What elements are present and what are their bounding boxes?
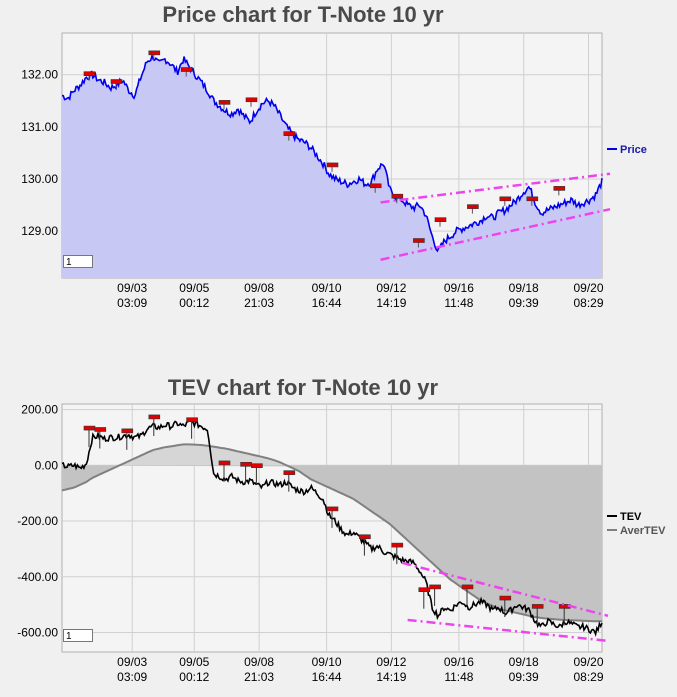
tev-marker <box>461 584 474 590</box>
price-marker <box>499 196 512 202</box>
price-trend-channel <box>380 172 611 261</box>
x-tick-time: 11:48 <box>444 670 473 684</box>
price-line <box>61 52 603 253</box>
price-marker <box>413 238 425 243</box>
x-tick-time: 11:48 <box>444 296 473 310</box>
avertev-legend-label: AverTEV <box>620 525 666 537</box>
x-tick-time: 00:12 <box>179 296 209 310</box>
x-tick-time: 09:39 <box>509 670 539 684</box>
price-marker <box>110 79 123 84</box>
price-marker <box>148 50 161 56</box>
tev-zoom-input[interactable]: 1 <box>63 629 93 642</box>
price-marker <box>283 131 296 136</box>
x-tick-time: 14:19 <box>376 670 406 684</box>
tev-marker <box>240 462 252 467</box>
x-tick-date: 09/10 <box>312 655 342 669</box>
price-marker <box>553 186 566 191</box>
tev-marker <box>531 604 544 609</box>
x-tick-date: 09/03 <box>117 281 147 295</box>
y-tick-label: -200.00 <box>17 514 58 528</box>
x-tick-date: 09/03 <box>117 655 147 669</box>
y-tick-label: -400.00 <box>17 570 58 584</box>
y-tick-label: 129.00 <box>21 224 58 238</box>
x-tick-time: 14:19 <box>376 296 406 310</box>
price-marker <box>245 97 258 103</box>
price-trend-lower <box>380 207 611 261</box>
price-y-ticks: 129.00 130.00 131.00 132.00 <box>21 68 58 238</box>
tev-legend-label: TEV <box>620 511 642 523</box>
price-area-fill <box>62 55 602 278</box>
x-tick-date: 09/12 <box>376 281 406 295</box>
tev-marker <box>283 470 296 475</box>
x-tick-time: 09:39 <box>509 296 539 310</box>
x-tick-date: 09/05 <box>179 281 209 295</box>
tev-marker <box>218 460 231 466</box>
tev-markers <box>83 414 571 626</box>
x-tick-date: 09/08 <box>244 281 274 295</box>
tev-marker <box>359 534 371 540</box>
x-tick-date: 09/20 <box>573 281 603 295</box>
x-tick-date: 09/16 <box>444 655 474 669</box>
x-tick-date: 09/20 <box>573 655 603 669</box>
x-tick-time: 08:29 <box>573 296 603 310</box>
tev-marker <box>499 595 512 601</box>
tev-y-ticks: -600.00 -400.00 -200.00 0.00 200.00 <box>17 403 58 640</box>
price-marker <box>326 162 339 168</box>
x-tick-time: 00:12 <box>179 670 209 684</box>
tev-trend-upper <box>401 561 609 617</box>
price-zoom-input[interactable]: 1 <box>63 255 93 268</box>
tev-marker <box>418 587 431 592</box>
y-tick-label: 200.00 <box>21 403 58 417</box>
tev-trend-channel <box>401 561 609 643</box>
tev-marker <box>148 414 161 420</box>
x-tick-time: 08:29 <box>573 670 603 684</box>
price-marker <box>369 183 382 189</box>
x-tick-time: 03:09 <box>117 670 147 684</box>
tev-marker <box>94 427 107 432</box>
x-tick-date: 09/08 <box>244 655 274 669</box>
tev-marker <box>121 428 134 434</box>
price-marker <box>180 67 193 72</box>
price-marker <box>391 193 404 199</box>
y-tick-label: 132.00 <box>21 68 58 82</box>
tev-marker <box>326 506 339 512</box>
tev-negative-fill <box>62 465 602 652</box>
x-tick-time: 16:44 <box>312 296 342 310</box>
price-marker <box>526 196 539 202</box>
price-marker <box>218 100 231 105</box>
tev-marker <box>391 542 404 548</box>
tev-marker <box>251 463 263 468</box>
price-legend-label: Price <box>620 144 647 156</box>
x-tick-date: 09/18 <box>509 655 539 669</box>
tev-chart-title: TEV chart for T-Note 10 yr <box>168 375 439 400</box>
x-tick-time: 21:03 <box>244 670 274 684</box>
x-tick-time: 21:03 <box>244 296 274 310</box>
price-marker <box>467 204 479 209</box>
price-markers <box>83 50 566 248</box>
tev-marker <box>186 417 198 423</box>
price-trend-upper <box>380 172 611 204</box>
price-chart-title: Price chart for T-Note 10 yr <box>162 2 444 27</box>
x-tick-time: 03:09 <box>117 296 147 310</box>
x-tick-date: 09/18 <box>509 281 539 295</box>
y-tick-label: 131.00 <box>21 120 58 134</box>
tev-marker <box>83 425 96 431</box>
x-tick-date: 09/05 <box>179 655 209 669</box>
x-tick-time: 16:44 <box>312 670 342 684</box>
price-marker <box>434 217 447 222</box>
x-tick-date: 09/16 <box>444 281 474 295</box>
y-tick-label: 130.00 <box>21 172 58 186</box>
tev-trend-lower <box>407 618 609 643</box>
y-tick-label: -600.00 <box>17 625 58 639</box>
x-tick-date: 09/10 <box>312 281 342 295</box>
tev-marker <box>429 584 441 590</box>
price-marker <box>83 71 96 77</box>
y-tick-label: 0.00 <box>35 458 59 472</box>
x-tick-date: 09/12 <box>376 655 406 669</box>
